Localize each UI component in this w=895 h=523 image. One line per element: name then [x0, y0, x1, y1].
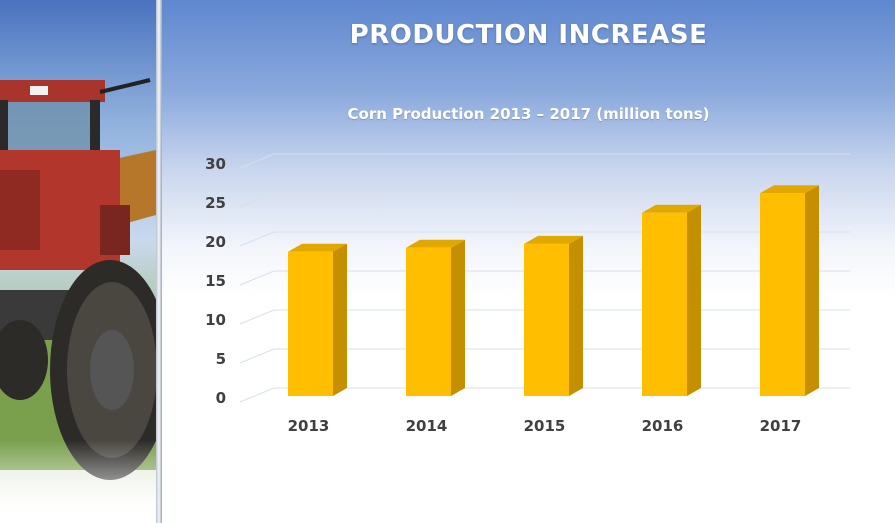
gridline-depth	[239, 270, 275, 286]
bar-top-face	[406, 239, 465, 248]
bar-side-face	[687, 204, 701, 396]
x-tick-label: 2013	[288, 417, 330, 435]
gridline-depth	[239, 387, 275, 403]
y-axis-tick-labels: 0 5 10 15 20 25 30	[205, 155, 226, 407]
bar-front-face	[288, 251, 333, 396]
bar-side-face	[569, 235, 583, 396]
bar	[406, 239, 465, 396]
chart-title: Corn Production 2013 – 2017 (million ton…	[347, 105, 710, 123]
panel-divider	[156, 0, 162, 523]
bar-top-face	[524, 235, 583, 244]
x-tick-label: 2016	[642, 417, 684, 435]
bar	[524, 235, 583, 396]
tractor-photo	[0, 0, 156, 523]
bar-front-face	[760, 193, 805, 396]
gridline-depth	[239, 231, 275, 247]
bar-side-face	[333, 243, 347, 396]
bar-front-face	[406, 247, 451, 396]
y-tick-label: 15	[205, 272, 226, 290]
bar-chart: 0 5 10 15 20 25 30 2013 2014 2015 2016 2017	[205, 153, 850, 435]
bar	[288, 243, 347, 396]
x-tick-label: 2015	[524, 417, 566, 435]
bar-top-face	[642, 204, 701, 213]
y-tick-label: 10	[205, 311, 226, 329]
y-tick-label: 5	[216, 350, 226, 368]
bar	[760, 185, 819, 396]
x-tick-label: 2014	[406, 417, 448, 435]
x-tick-label: 2017	[760, 417, 802, 435]
y-tick-label: 25	[205, 194, 226, 212]
photo-fade-overlay	[0, 440, 156, 523]
x-axis-tick-labels: 2013 2014 2015 2016 2017	[288, 417, 802, 435]
slide-title: PRODUCTION INCREASE	[349, 20, 708, 50]
gridline-depth	[239, 192, 275, 208]
gridline-depth	[239, 153, 275, 169]
bar	[642, 204, 701, 396]
bar-side-face	[805, 185, 819, 396]
y-tick-label: 20	[205, 233, 226, 251]
bar-top-face	[288, 243, 347, 252]
gridline-depth	[239, 309, 275, 325]
gridline-depth	[239, 348, 275, 364]
y-tick-label: 30	[205, 155, 226, 173]
bar-front-face	[524, 243, 569, 396]
y-tick-label: 0	[216, 389, 226, 407]
bar-top-face	[760, 185, 819, 194]
bar-side-face	[451, 239, 465, 396]
bar-front-face	[642, 212, 687, 396]
chart-bars	[288, 185, 819, 396]
tractor-image	[0, 78, 156, 480]
